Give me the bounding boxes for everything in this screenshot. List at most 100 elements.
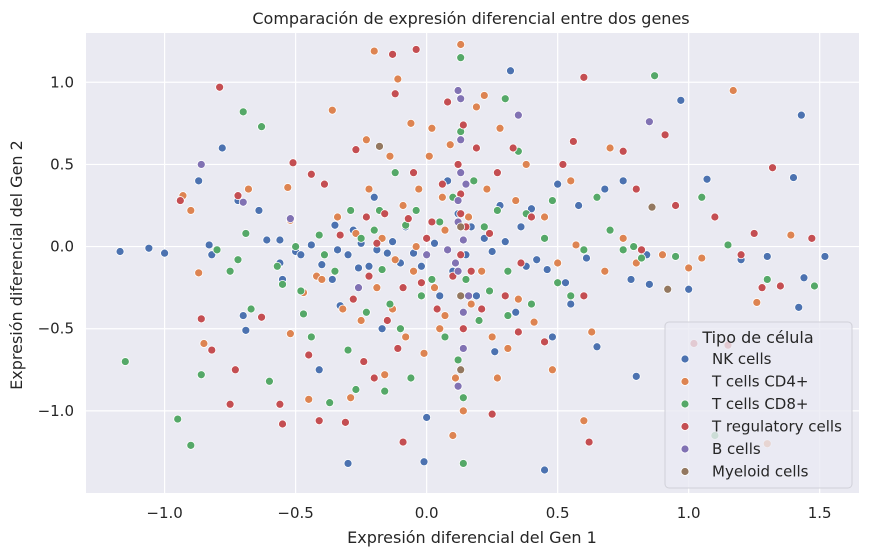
point-nk-cells bbox=[327, 275, 337, 284]
point-nk-cells bbox=[490, 347, 500, 357]
point-t-cells-cd8 bbox=[440, 332, 450, 342]
point-t-cells-cd4 bbox=[445, 140, 455, 150]
point-t-cells-cd8 bbox=[671, 252, 680, 261]
point-t-regulatory-cells bbox=[472, 143, 481, 153]
point-nk-cells bbox=[676, 95, 686, 105]
point-t-cells-cd8 bbox=[406, 373, 416, 383]
point-nk-cells bbox=[354, 263, 363, 273]
point-t-cells-cd4 bbox=[414, 184, 424, 194]
point-t-regulatory-cells bbox=[225, 399, 235, 409]
point-t-regulatory-cells bbox=[477, 304, 487, 314]
point-t-cells-cd8 bbox=[120, 357, 130, 366]
point-nk-cells bbox=[417, 261, 426, 271]
x-tick-label: 0.0 bbox=[415, 504, 439, 522]
point-t-regulatory-cells bbox=[540, 337, 549, 347]
point-nk-cells bbox=[333, 245, 342, 255]
point-nk-cells bbox=[369, 192, 379, 202]
point-t-regulatory-cells bbox=[215, 82, 225, 92]
point-t-regulatory-cells bbox=[458, 120, 468, 130]
point-t-regulatory-cells bbox=[207, 345, 217, 355]
point-t-regulatory-cells bbox=[500, 291, 510, 301]
point-myeloid-cells bbox=[375, 141, 384, 151]
point-t-cells-cd4 bbox=[466, 299, 476, 309]
point-nk-cells bbox=[262, 235, 272, 245]
legend-marker bbox=[680, 422, 690, 431]
point-t-cells-cd4 bbox=[697, 253, 707, 263]
point-t-regulatory-cells bbox=[487, 409, 497, 419]
point-t-regulatory-cells bbox=[427, 217, 437, 227]
point-b-cells bbox=[238, 197, 248, 207]
point-nk-cells bbox=[500, 237, 510, 247]
point-t-cells-cd4 bbox=[600, 266, 610, 276]
point-t-cells-cd4 bbox=[566, 176, 576, 186]
point-t-cells-cd8 bbox=[396, 324, 405, 334]
point-t-cells-cd4 bbox=[458, 406, 468, 416]
point-t-cells-cd8 bbox=[762, 275, 772, 284]
point-t-regulatory-cells bbox=[314, 416, 324, 426]
point-nk-cells bbox=[194, 176, 204, 186]
point-t-cells-cd8 bbox=[320, 250, 329, 260]
point-t-cells-cd4 bbox=[406, 118, 416, 128]
point-nk-cells bbox=[296, 250, 306, 260]
point-t-cells-cd4 bbox=[503, 344, 513, 353]
point-t-regulatory-cells bbox=[558, 160, 568, 169]
point-t-regulatory-cells bbox=[398, 437, 408, 447]
point-t-cells-cd8 bbox=[346, 206, 356, 215]
point-t-regulatory-cells bbox=[775, 281, 785, 291]
point-t-regulatory-cells bbox=[710, 212, 720, 222]
point-t-cells-cd4 bbox=[495, 123, 505, 133]
point-nk-cells bbox=[314, 365, 324, 375]
point-t-cells-cd4 bbox=[283, 183, 293, 192]
point-t-cells-cd4 bbox=[752, 298, 762, 307]
point-t-cells-cd8 bbox=[257, 122, 266, 132]
point-t-cells-cd4 bbox=[448, 431, 458, 440]
point-myeloid-cells bbox=[663, 284, 673, 294]
point-nk-cells bbox=[532, 255, 542, 265]
point-nk-cells bbox=[566, 299, 576, 309]
point-t-cells-cd8 bbox=[233, 255, 243, 265]
point-t-cells-cd8 bbox=[278, 279, 287, 289]
point-t-regulatory-cells bbox=[456, 250, 466, 260]
point-t-cells-cd4 bbox=[482, 184, 492, 194]
point-t-cells-cd4 bbox=[684, 263, 694, 273]
x-tick-label: −0.5 bbox=[277, 504, 313, 522]
point-t-regulatory-cells bbox=[411, 45, 421, 54]
point-t-regulatory-cells bbox=[453, 160, 463, 169]
legend-label: Myeloid cells bbox=[712, 463, 809, 481]
point-t-regulatory-cells bbox=[516, 258, 526, 268]
point-t-cells-cd4 bbox=[618, 233, 628, 243]
point-t-regulatory-cells bbox=[359, 357, 369, 366]
point-b-cells bbox=[456, 135, 466, 145]
point-myeloid-cells bbox=[456, 291, 466, 301]
legend-label: B cells bbox=[712, 440, 761, 458]
point-b-cells bbox=[456, 94, 466, 104]
point-t-regulatory-cells bbox=[175, 196, 185, 205]
point-t-cells-cd8 bbox=[697, 192, 707, 202]
point-t-cells-cd4 bbox=[244, 184, 253, 194]
point-b-cells bbox=[458, 344, 468, 353]
point-b-cells bbox=[422, 250, 432, 260]
point-b-cells bbox=[644, 117, 654, 127]
point-t-regulatory-cells bbox=[230, 365, 240, 375]
point-nk-cells bbox=[553, 179, 563, 189]
legend-label: T regulatory cells bbox=[711, 418, 842, 436]
legend-items: NK cells T cells CD4+ T cells CD8+ T regula… bbox=[680, 350, 842, 481]
point-myeloid-cells bbox=[456, 365, 466, 375]
point-t-cells-cd4 bbox=[304, 394, 314, 404]
point-b-cells bbox=[458, 307, 468, 317]
point-t-cells-cd8 bbox=[356, 233, 366, 243]
point-t-cells-cd4 bbox=[369, 46, 379, 56]
point-t-cells-cd8 bbox=[296, 286, 306, 296]
point-t-cells-cd8 bbox=[637, 253, 646, 263]
point-t-cells-cd4 bbox=[456, 40, 466, 49]
point-t-cells-cd4 bbox=[380, 370, 390, 380]
point-t-cells-cd4 bbox=[346, 393, 356, 403]
legend-marker bbox=[680, 399, 690, 409]
point-t-cells-cd8 bbox=[461, 275, 471, 284]
point-nk-cells bbox=[306, 240, 316, 250]
point-t-cells-cd8 bbox=[306, 332, 316, 342]
point-t-cells-cd4 bbox=[398, 201, 408, 210]
point-b-cells bbox=[453, 86, 463, 95]
point-t-regulatory-cells bbox=[388, 49, 397, 59]
